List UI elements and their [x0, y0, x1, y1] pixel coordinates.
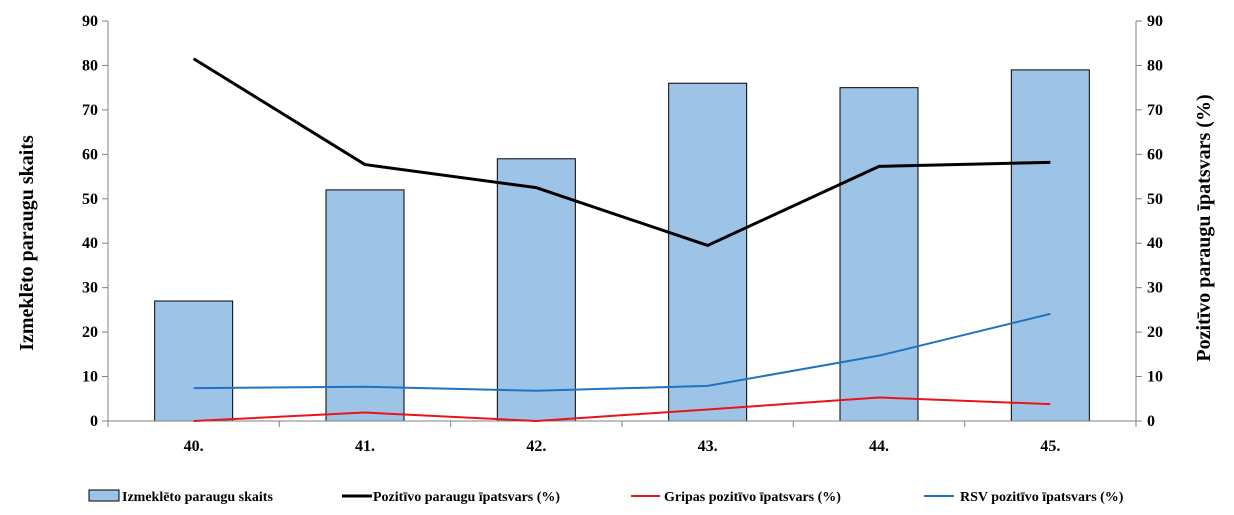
bar-45	[1010, 69, 1090, 422]
bar-42	[496, 158, 576, 422]
right-tick-label: 0	[1147, 413, 1155, 430]
plot-area: 0 0 10 10 20 20 30 30 40 40 50 50 60 60 70 70 80 80 90 90 40…	[82, 13, 1163, 455]
line-series-1	[192, 57, 1051, 247]
left-tick-label: 50	[82, 191, 98, 208]
right-tick-label: 60	[1147, 146, 1163, 163]
bar-41	[325, 189, 405, 422]
bar-44	[839, 87, 919, 422]
x-tick-label-41: 41.	[355, 438, 375, 455]
left-tick-label: 20	[82, 324, 98, 341]
left-tick-label: 10	[82, 369, 98, 386]
bar-43	[668, 82, 748, 422]
legend: Izmeklēto paraugu skaits Pozitīvo paraugu…	[88, 489, 1124, 505]
bar-40	[154, 300, 234, 422]
x-tick-label-42: 42.	[526, 438, 546, 455]
left-axis-title: Izmeklēto paraugu skaits	[16, 135, 38, 351]
left-tick-label: 80	[82, 57, 98, 74]
x-tick-label-45: 45.	[1040, 438, 1060, 455]
left-tick-label: 30	[82, 280, 98, 297]
x-tick-label-43: 43.	[698, 438, 718, 455]
right-tick-label: 50	[1147, 191, 1163, 208]
right-tick-label: 10	[1147, 369, 1163, 386]
left-tick-label: 70	[82, 102, 98, 119]
left-tick-label: 60	[82, 146, 98, 163]
right-tick-label: 20	[1147, 324, 1163, 341]
left-tick-label: 40	[82, 235, 98, 252]
line-series-2	[193, 396, 1051, 422]
legend-swatch-bars	[88, 489, 120, 502]
line-series-3	[193, 312, 1051, 392]
left-tick-label: 90	[82, 13, 98, 30]
left-tick-label: 0	[90, 413, 98, 430]
right-tick-label: 80	[1147, 57, 1163, 74]
legend-label-bars: Izmeklēto paraugu skaits	[122, 490, 273, 505]
right-tick-label: 30	[1147, 280, 1163, 297]
legend-label-line-2: Gripas pozitīvo īpatsvars (%)	[664, 490, 841, 505]
right-tick-label: 90	[1147, 13, 1163, 30]
legend-label-line-1: Pozitīvo paraugu īpatsvars (%)	[373, 490, 560, 505]
x-tick-label-40: 40.	[184, 438, 204, 455]
right-axis-title: Pozitīvo paraugu īpatsvars (%)	[1193, 94, 1215, 361]
right-tick-label: 70	[1147, 102, 1163, 119]
legend-label-line-3: RSV pozitīvo īpatsvars (%)	[960, 490, 1124, 505]
x-tick-label-44: 44.	[869, 438, 889, 455]
right-tick-label: 40	[1147, 235, 1163, 252]
